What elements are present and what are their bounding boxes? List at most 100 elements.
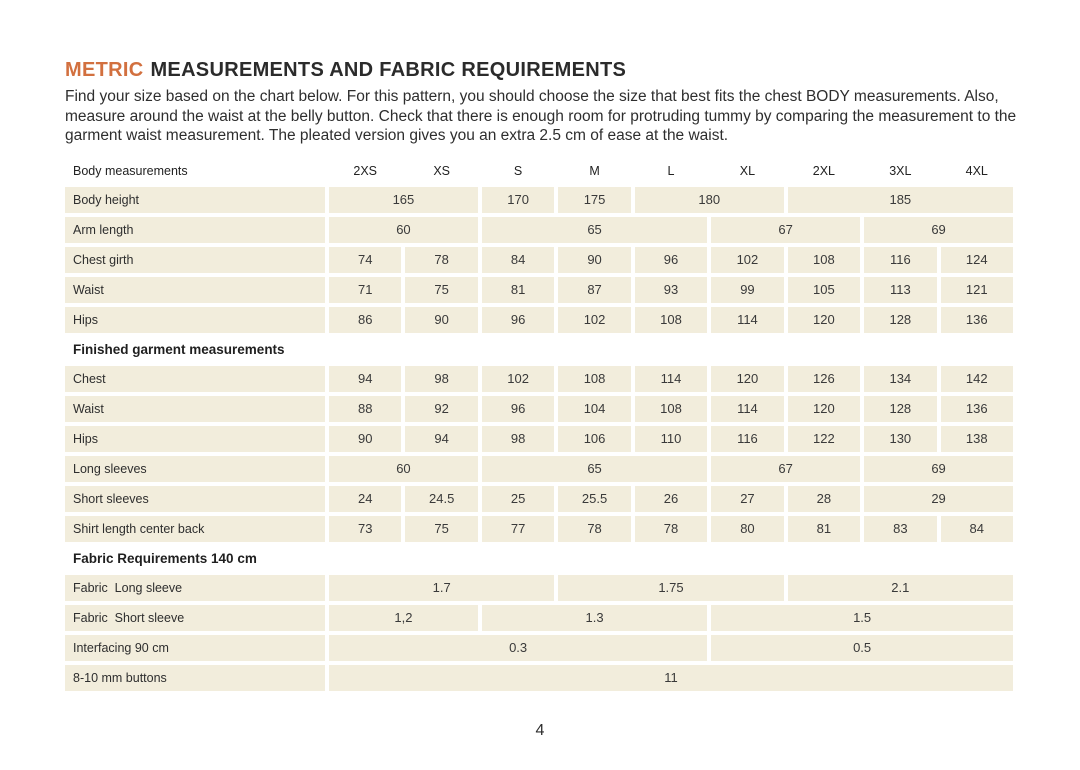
value-cell: 84 — [481, 246, 555, 273]
value-cell: 90 — [405, 306, 478, 333]
value-cell: 1,2 — [329, 604, 478, 631]
value-cell: 170 — [481, 186, 555, 213]
value-cell: 130 — [864, 425, 937, 452]
table-row: Chest girth 74 78 84 90 96 102 108 116 124 — [65, 246, 1013, 273]
value-cell: 1.7 — [329, 574, 555, 601]
row-label: Hips — [65, 425, 325, 452]
value-cell: 25.5 — [558, 485, 631, 512]
value-cell: 98 — [405, 365, 478, 392]
size-table: Body measurements 2XS XS S M L XL 2XL 3X… — [65, 161, 1013, 691]
table-row: Waist 71 75 81 87 93 99 105 113 121 — [65, 276, 1013, 303]
row-label: Fabric Long sleeve — [65, 574, 325, 601]
value-cell: 80 — [711, 515, 784, 542]
size-header-3xl: 3XL — [889, 163, 912, 178]
value-cell: 175 — [558, 186, 631, 213]
table-row: 8-10 mm buttons 11 — [65, 664, 1013, 691]
value-cell: 86 — [329, 306, 402, 333]
section-heading: Fabric Requirements 140 cm — [73, 550, 257, 566]
row-label: Long sleeves — [65, 455, 325, 482]
value-cell: 138 — [940, 425, 1013, 452]
value-cell: 24 — [329, 485, 402, 512]
value-cell: 114 — [711, 306, 784, 333]
row-label: Fabric Short sleeve — [65, 604, 325, 631]
value-cell: 81 — [787, 515, 861, 542]
value-cell: 126 — [787, 365, 861, 392]
value-cell: 185 — [787, 186, 1013, 213]
value-cell: 1.5 — [711, 604, 1013, 631]
value-cell: 24.5 — [405, 485, 478, 512]
value-cell: 26 — [634, 485, 708, 512]
size-header-xs: XS — [433, 163, 450, 178]
title-highlight: METRIC — [65, 59, 144, 81]
table-row: Hips 86 90 96 102 108 114 120 128 136 — [65, 306, 1013, 333]
value-cell: 73 — [329, 515, 402, 542]
value-cell: 1.3 — [481, 604, 708, 631]
value-cell: 96 — [634, 246, 708, 273]
size-header-4xl: 4XL — [965, 163, 988, 178]
value-cell: 98 — [481, 425, 555, 452]
value-cell: 88 — [329, 395, 402, 422]
value-cell: 75 — [405, 515, 478, 542]
value-cell: 165 — [329, 186, 478, 213]
page-content: METRIC MEASUREMENTS AND FABRIC REQUIREMEN… — [65, 58, 1017, 691]
value-cell: 94 — [329, 365, 402, 392]
row-label: Short sleeves — [65, 485, 325, 512]
value-cell: 94 — [405, 425, 478, 452]
value-cell: 116 — [711, 425, 784, 452]
row-label: Shirt length center back — [65, 515, 325, 542]
page-number: 4 — [535, 722, 545, 739]
row-label: Body height — [65, 186, 325, 213]
value-cell: 87 — [558, 276, 631, 303]
table-row: Short sleeves 24 24.5 25 25.5 26 27 28 29 — [65, 485, 1013, 512]
value-cell: 102 — [711, 246, 784, 273]
table-header-label: Body measurements — [73, 163, 188, 178]
size-header-l: L — [667, 163, 675, 178]
table-row: Hips 90 94 98 106 110 116 122 130 138 — [65, 425, 1013, 452]
value-cell: 74 — [329, 246, 402, 273]
value-cell: 120 — [711, 365, 784, 392]
value-cell: 65 — [481, 455, 708, 482]
value-cell: 28 — [787, 485, 861, 512]
row-label: Chest girth — [65, 246, 325, 273]
size-header-2xs: 2XS — [353, 163, 378, 178]
value-cell: 93 — [634, 276, 708, 303]
value-cell: 29 — [864, 485, 1013, 512]
value-cell: 67 — [711, 455, 861, 482]
table-row: Waist 88 92 96 104 108 114 120 128 136 — [65, 395, 1013, 422]
value-cell: 60 — [329, 455, 478, 482]
value-cell: 65 — [481, 216, 708, 243]
page-title: METRIC MEASUREMENTS AND FABRIC REQUIREMEN… — [65, 58, 1017, 82]
row-label: Waist — [65, 276, 325, 303]
value-cell: 11 — [329, 664, 1013, 691]
value-cell: 69 — [864, 216, 1013, 243]
value-cell: 96 — [481, 395, 555, 422]
row-label: Chest — [65, 365, 325, 392]
value-cell: 121 — [940, 276, 1013, 303]
value-cell: 71 — [329, 276, 402, 303]
value-cell: 106 — [558, 425, 631, 452]
value-cell: 81 — [481, 276, 555, 303]
value-cell: 92 — [405, 395, 478, 422]
row-label: Arm length — [65, 216, 325, 243]
table-row: Chest 94 98 102 108 114 120 126 134 142 — [65, 365, 1013, 392]
value-cell: 120 — [787, 395, 861, 422]
size-header-m: M — [589, 163, 600, 178]
value-cell: 83 — [864, 515, 937, 542]
value-cell: 128 — [864, 306, 937, 333]
value-cell: 0.5 — [711, 634, 1013, 661]
value-cell: 108 — [634, 395, 708, 422]
value-cell: 78 — [405, 246, 478, 273]
row-label: Hips — [65, 306, 325, 333]
value-cell: 102 — [481, 365, 555, 392]
value-cell: 78 — [558, 515, 631, 542]
value-cell: 134 — [864, 365, 937, 392]
value-cell: 2.1 — [787, 574, 1013, 601]
value-cell: 180 — [634, 186, 784, 213]
value-cell: 110 — [634, 425, 708, 452]
value-cell: 114 — [634, 365, 708, 392]
value-cell: 124 — [940, 246, 1013, 273]
size-header-s: S — [513, 163, 523, 178]
section-heading: Finished garment measurements — [73, 341, 285, 357]
row-label: Waist — [65, 395, 325, 422]
